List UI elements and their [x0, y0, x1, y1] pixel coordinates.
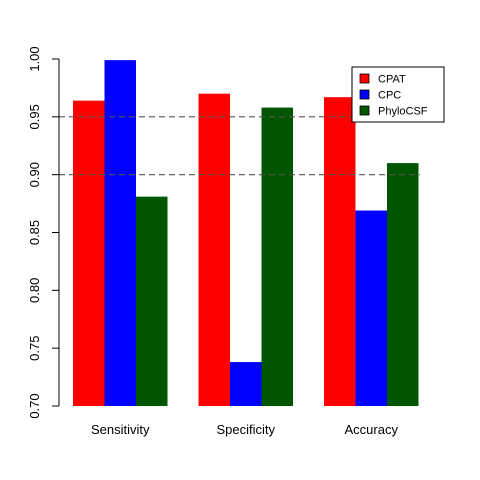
y-tick-label-4: 0.90 [27, 162, 42, 187]
x-label-accuracy: Accuracy [345, 422, 399, 437]
x-axis-labels: Sensitivity Specificity Accuracy [91, 422, 398, 437]
bar-cpc-sensitivity [104, 60, 136, 406]
y-axis: 0.70 0.75 0.80 0.85 0.90 0.95 1.00 [27, 46, 60, 419]
legend-label-cpat: CPAT [378, 74, 406, 86]
y-tick-label-3: 0.85 [27, 220, 42, 245]
legend: CPAT CPC PhyloCSF [351, 66, 445, 123]
bar-cpat-sensitivity [73, 100, 105, 406]
bar-phylocsf-specificity [261, 107, 293, 406]
legend-swatch-phylocsf [359, 105, 370, 116]
legend-swatch-cpat [359, 73, 370, 84]
x-label-sensitivity: Sensitivity [91, 422, 150, 437]
bar-phylocsf-accuracy [387, 163, 419, 406]
y-tick-label-5: 0.95 [27, 104, 42, 129]
y-tick-label-6: 1.00 [27, 46, 42, 71]
legend-swatch-cpc [359, 89, 370, 100]
bar-cpc-specificity [230, 362, 262, 406]
legend-label-phylocsf: PhyloCSF [378, 106, 428, 118]
legend-label-cpc: CPC [378, 90, 401, 102]
bar-cpc-accuracy [355, 210, 387, 406]
y-tick-label-1: 0.75 [27, 336, 42, 361]
bars-group [73, 60, 419, 407]
bar-phylocsf-sensitivity [136, 196, 168, 406]
bar-cpat-accuracy [324, 97, 356, 407]
y-tick-label-2: 0.80 [27, 278, 42, 303]
x-label-specificity: Specificity [216, 422, 275, 437]
y-tick-label-0: 0.70 [27, 393, 42, 418]
bar-cpat-specificity [198, 93, 230, 406]
